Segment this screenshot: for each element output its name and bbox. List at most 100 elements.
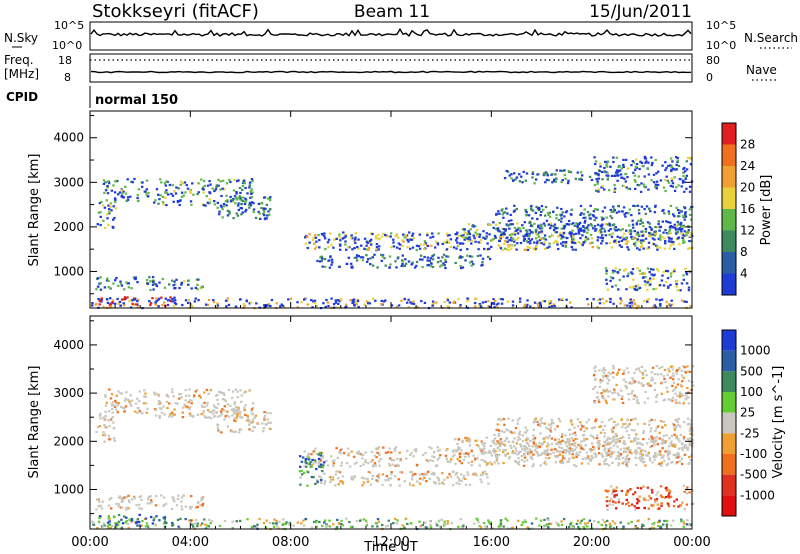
- heatmap-cell: [432, 253, 436, 256]
- heatmap-cell: [685, 394, 688, 397]
- heatmap-cell: [207, 525, 211, 528]
- heatmap-cell: [164, 297, 167, 300]
- heatmap-cell: [570, 306, 573, 309]
- heatmap-cell: [451, 470, 455, 474]
- heatmap-cell: [567, 179, 570, 182]
- heatmap-cell: [136, 300, 139, 303]
- heatmap-cell: [626, 275, 629, 278]
- heatmap-cell: [593, 401, 597, 404]
- heatmap-cell: [655, 187, 658, 190]
- heatmap-cell: [579, 443, 582, 447]
- heatmap-cell: [583, 429, 586, 433]
- heatmap-cell: [612, 500, 615, 503]
- heatmap-cell: [338, 243, 342, 246]
- heatmap-cell: [644, 227, 648, 231]
- heatmap-cell: [473, 522, 476, 525]
- heatmap-cell: [560, 207, 563, 211]
- heatmap-cell: [133, 495, 136, 498]
- heatmap-cell: [562, 236, 565, 239]
- heatmap-cell: [628, 302, 631, 305]
- heatmap-cell: [201, 502, 205, 505]
- heatmap-cell: [526, 442, 530, 445]
- heatmap-cell: [395, 463, 399, 466]
- heatmap-cell: [602, 371, 606, 374]
- heatmap-cell: [572, 235, 575, 238]
- heatmap-cell: [506, 240, 509, 243]
- heatmap-cell: [118, 191, 122, 194]
- heatmap-cell: [617, 501, 621, 504]
- heatmap-cell: [205, 416, 208, 419]
- nsky-trace: [90, 27, 692, 37]
- heatmap-cell: [459, 255, 462, 258]
- heatmap-cell: [538, 227, 542, 230]
- heatmap-cell: [155, 300, 158, 303]
- heatmap-cell: [658, 236, 662, 239]
- heatmap-cell: [453, 300, 456, 303]
- heatmap-cell: [648, 457, 652, 460]
- heatmap-cell: [637, 209, 641, 212]
- heatmap-cell: [611, 440, 614, 443]
- heatmap-cell: [184, 394, 188, 397]
- heatmap-cell: [569, 447, 572, 450]
- heatmap-cell: [631, 237, 634, 241]
- heatmap-cell: [134, 303, 138, 306]
- heatmap-cell: [582, 216, 585, 219]
- heatmap-cell: [581, 425, 584, 428]
- heatmap-cell: [491, 440, 494, 443]
- heatmap-cell: [650, 376, 654, 379]
- heatmap-cell: [314, 459, 317, 462]
- heatmap-cell: [458, 234, 461, 238]
- heatmap-cell: [633, 174, 637, 177]
- heatmap-cell: [445, 457, 448, 460]
- heatmap-cell: [619, 229, 622, 232]
- heatmap-cell: [624, 422, 627, 425]
- heatmap-cell: [680, 385, 683, 388]
- heatmap-cell: [535, 205, 538, 208]
- heatmap-cell: [171, 184, 174, 187]
- heatmap-cell: [479, 526, 483, 529]
- heatmap-cell: [485, 525, 489, 528]
- heatmap-cell: [618, 244, 621, 247]
- heatmap-cell: [577, 241, 580, 244]
- heatmap-cell: [486, 476, 489, 479]
- heatmap-cell: [560, 459, 563, 462]
- heatmap-cell: [149, 302, 153, 305]
- y-tick-label: 1000: [53, 264, 84, 278]
- heatmap-cell: [633, 230, 636, 233]
- heatmap-cell: [682, 278, 685, 281]
- heatmap-cell: [395, 305, 399, 308]
- heatmap-cell: [137, 503, 141, 506]
- heatmap-cell: [683, 207, 687, 210]
- heatmap-cell: [593, 400, 596, 403]
- heatmap-cell: [510, 177, 513, 180]
- heatmap-cell: [558, 445, 561, 449]
- heatmap-cell: [180, 396, 183, 399]
- heatmap-cell: [364, 519, 368, 522]
- heatmap-cell: [107, 204, 110, 207]
- heatmap-cell: [506, 248, 509, 251]
- heatmap-cell: [666, 454, 670, 457]
- heatmap-cell: [659, 246, 662, 249]
- heatmap-cell: [608, 242, 611, 245]
- nsearch-tick-top: 10^5: [706, 19, 736, 32]
- heatmap-cell: [238, 195, 241, 198]
- heatmap-cell: [119, 282, 123, 285]
- heatmap-cell: [613, 495, 616, 498]
- heatmap-cell: [226, 410, 229, 413]
- heatmap-cell: [188, 189, 192, 192]
- heatmap-cell: [560, 180, 563, 184]
- heatmap-cell: [242, 180, 245, 183]
- heatmap-cell: [552, 241, 556, 244]
- heatmap-cell: [556, 425, 559, 428]
- heatmap-cell: [649, 277, 652, 280]
- heatmap-cell: [647, 382, 650, 385]
- heatmap-cell: [107, 223, 110, 226]
- heatmap-cell: [492, 302, 496, 306]
- heatmap-cell: [189, 507, 192, 510]
- heatmap-cell: [673, 270, 676, 273]
- heatmap-cell: [495, 213, 498, 216]
- heatmap-cell: [197, 501, 200, 504]
- heatmap-cell: [567, 219, 571, 223]
- heatmap-cell: [173, 296, 176, 299]
- heatmap-cell: [158, 416, 161, 419]
